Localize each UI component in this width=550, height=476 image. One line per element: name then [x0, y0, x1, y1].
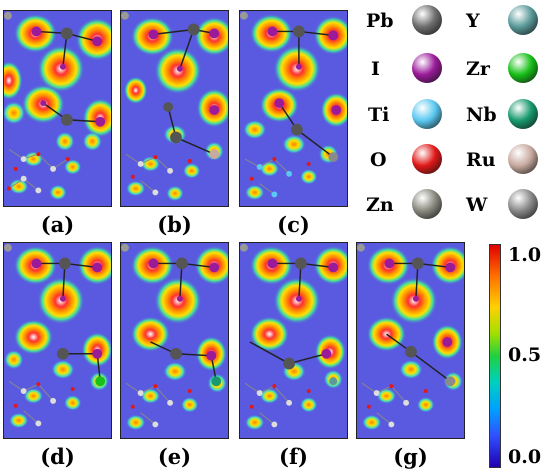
legend-label-zn: Zn [366, 194, 394, 216]
panel-label-b: (b) [157, 212, 192, 237]
panel-label-a: (a) [40, 212, 75, 237]
colorbar-tick-min: 0.0 [508, 446, 542, 468]
legend-label-o: O [370, 149, 387, 171]
panel-g [356, 242, 465, 439]
legend-label-ti: Ti [368, 104, 390, 126]
panel-label-f: (f) [279, 444, 308, 469]
panel-e [120, 242, 229, 439]
elf-map-g [357, 243, 464, 438]
legend-label-nb: Nb [466, 104, 497, 126]
elf-map-a [4, 11, 111, 206]
legend-label-i: I [371, 58, 380, 80]
panel-f [239, 242, 348, 439]
i-sphere-icon [412, 53, 442, 83]
colorbar-tick-max: 1.0 [508, 244, 542, 266]
elf-map-f [240, 243, 347, 438]
nb-sphere-icon [508, 99, 538, 129]
zr-sphere-icon [508, 53, 538, 83]
elf-map-c [240, 11, 347, 206]
pb-sphere-icon [412, 5, 442, 35]
panel-label-d: (d) [40, 444, 75, 469]
panel-b [120, 10, 229, 207]
legend-label-ru: Ru [466, 149, 496, 171]
legend-label-zr: Zr [466, 58, 490, 80]
o-sphere-icon [412, 144, 442, 174]
elf-map-b [121, 11, 228, 206]
panel-label-e: (e) [157, 444, 192, 469]
panel-label-g: (g) [393, 444, 428, 469]
elf-map-e [121, 243, 228, 438]
y-sphere-icon [508, 5, 538, 35]
panel-d [3, 242, 112, 439]
zn-sphere-icon [412, 189, 442, 219]
ti-sphere-icon [412, 99, 442, 129]
panel-a [3, 10, 112, 207]
ru-sphere-icon [508, 144, 538, 174]
w-sphere-icon [508, 189, 538, 219]
elf-colorbar [489, 244, 501, 468]
panel-label-c: (c) [277, 212, 310, 237]
legend-label-pb: Pb [366, 10, 394, 32]
colorbar-tick-mid: 0.5 [508, 344, 542, 366]
panel-c [239, 10, 348, 207]
elf-map-d [4, 243, 111, 438]
legend-label-w: W [466, 194, 488, 216]
legend-label-y: Y [466, 10, 480, 32]
